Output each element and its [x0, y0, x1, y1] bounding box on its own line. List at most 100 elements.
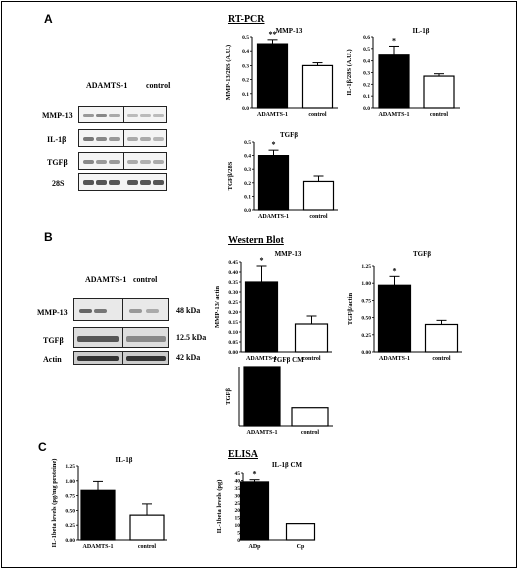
category-label: control — [302, 356, 321, 362]
y-tick-label: 5 — [237, 531, 240, 537]
y-tick-label: 0.5 — [244, 140, 251, 146]
y-axis-label: TGFβ — [225, 388, 232, 405]
y-tick-label: 0.0 — [244, 208, 251, 214]
bar — [243, 366, 281, 427]
significance-marker: ** — [269, 30, 277, 39]
section-title-rt-pcr: RT-PCR — [228, 14, 265, 25]
y-tick-label: 0.75 — [65, 494, 75, 500]
category-label: Cp — [297, 544, 305, 550]
y-tick-label: 0.1 — [363, 94, 370, 100]
y-tick-label: 1.25 — [361, 264, 371, 270]
bar — [377, 284, 412, 353]
y-tick-label: 0.2 — [242, 78, 249, 84]
category-label: ADAMTS-1 — [83, 544, 114, 550]
y-tick-label: 0.2 — [244, 181, 251, 187]
blot-a-col-label-control: control — [146, 81, 171, 90]
y-tick-label: 0.5 — [242, 35, 249, 41]
category-label: ADAMTS-1 — [379, 356, 410, 362]
panel-letter-a: A — [44, 12, 53, 26]
y-tick-label: 0.4 — [242, 49, 249, 55]
y-tick-label: 0.00 — [228, 350, 238, 356]
bar — [80, 489, 116, 541]
y-tick-label: 40 — [235, 478, 241, 484]
chart-title: TGFβ CM — [272, 356, 304, 364]
blot-a-strip-il1b — [78, 129, 167, 147]
y-tick-label: 0.75 — [361, 298, 371, 304]
panel-letter-b: B — [44, 230, 53, 244]
category-label: control — [430, 112, 449, 118]
y-tick-label: 15 — [235, 516, 241, 522]
y-tick-label: 0.3 — [363, 71, 370, 77]
y-axis-label: IL-1beta levels (pg) — [216, 480, 223, 534]
y-tick-label: 10 — [235, 523, 241, 529]
blot-a-row-label: TGFβ — [47, 158, 68, 167]
y-tick-label: 0.30 — [228, 290, 238, 296]
y-tick-label: 1.25 — [65, 464, 75, 470]
y-axis-label: MMP-13/ actin — [214, 286, 221, 328]
y-tick-label: 0.20 — [228, 310, 238, 316]
category-label: ADp — [248, 544, 261, 550]
bar — [285, 523, 316, 541]
section-title-elisa: ELISA — [228, 449, 259, 460]
category-label: control — [309, 214, 328, 220]
category-label: control — [301, 430, 320, 436]
y-tick-label: 35 — [235, 486, 241, 492]
y-tick-label: 0.25 — [361, 333, 371, 339]
chart-title: MMP-13 — [276, 27, 303, 35]
y-tick-label: 0.1 — [244, 194, 251, 200]
section-title-western-blot: Western Blot — [228, 235, 284, 246]
y-tick-label: 0.0 — [242, 106, 249, 112]
blot-b-row-label: Actin — [43, 355, 62, 364]
y-axis-label: TGFβ/actin — [347, 292, 354, 325]
y-tick-label: 0.50 — [361, 316, 371, 322]
bar — [302, 180, 335, 211]
y-tick-label: 0.00 — [65, 538, 75, 544]
y-axis-label: TGFβ/28S — [227, 161, 234, 190]
blot-a-strip-mmp13 — [78, 106, 167, 123]
y-tick-label: 0.00 — [361, 350, 371, 356]
y-tick-label: 0.5 — [363, 47, 370, 53]
chart-title: IL-1β — [116, 456, 133, 464]
bar — [378, 54, 410, 109]
y-tick-label: 25 — [235, 501, 241, 507]
blot-a-strip-28s — [78, 173, 167, 191]
bar — [256, 43, 289, 109]
blot-a-col-label-treatment: ADAMTS-1 — [86, 81, 128, 90]
y-axis-label: MMP-13/28S (A.U.) — [225, 45, 232, 100]
blot-b-size-label: 48 kDa — [176, 306, 201, 315]
bar — [294, 323, 329, 353]
y-tick-label: 45 — [235, 471, 241, 477]
y-tick-label: 1.00 — [65, 479, 75, 485]
chart-title: MMP-13 — [275, 250, 302, 258]
category-label: ADAMTS-1 — [258, 214, 289, 220]
blot-b-col-label-treatment: ADAMTS-1 — [85, 275, 127, 284]
chart-title: IL-1β CM — [272, 461, 303, 469]
significance-marker: * — [253, 470, 257, 479]
panel-letter-c: C — [38, 440, 47, 454]
blot-a-row-label: IL-1β — [47, 135, 67, 144]
chart-title: IL-1β — [413, 27, 430, 35]
category-label: ADAMTS-1 — [246, 356, 277, 362]
y-tick-label: 0.40 — [228, 270, 238, 276]
category-label: control — [138, 544, 157, 550]
blot-b-size-label: 12.5 kDa — [176, 333, 207, 342]
blot-b-col-label-control: control — [133, 275, 158, 284]
y-tick-label: 0.3 — [244, 167, 251, 173]
bar — [244, 281, 279, 353]
significance-marker: * — [392, 36, 396, 45]
bar — [424, 323, 459, 353]
y-tick-label: 0.35 — [228, 280, 238, 286]
bar — [291, 407, 329, 427]
blot-b-strip-actin — [73, 351, 169, 365]
y-tick-label: 0.10 — [228, 330, 238, 336]
blot-b-row-label: MMP-13 — [37, 308, 68, 317]
chart-title: TGFβ — [413, 250, 431, 258]
category-label: control — [308, 112, 327, 118]
bar — [301, 64, 334, 109]
significance-marker: * — [393, 266, 397, 275]
blot-a-strip-tgfb — [78, 152, 167, 170]
y-tick-label: 0.1 — [242, 92, 249, 98]
y-tick-label: 0.4 — [244, 154, 251, 160]
category-label: ADAMTS-1 — [379, 112, 410, 118]
blot-a-row-label: MMP-13 — [42, 111, 73, 120]
